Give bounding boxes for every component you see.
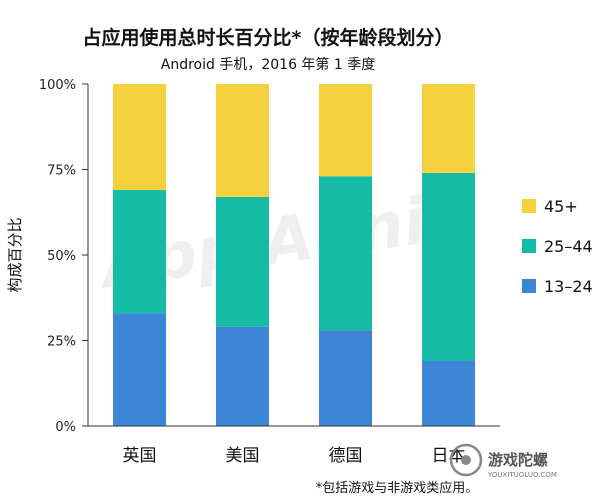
legend: 45+ 25–44 13–24 [522, 197, 593, 296]
brand-name: 游戏陀螺 [488, 451, 548, 469]
y-tick-label: 25% [47, 335, 76, 350]
x-tick-label: 日本 [432, 446, 466, 466]
bar-segment-1-2 [216, 326, 269, 426]
bar-segment-3-3 [319, 84, 372, 177]
legend-swatch [522, 279, 536, 293]
bar-segment-1-4 [422, 361, 475, 426]
bar-segment-1-3 [319, 330, 372, 426]
bar-segment-3-2 [216, 84, 269, 197]
brand-logo: 游戏陀螺 YOUXITUOLUO.COM [449, 443, 557, 479]
x-tick-label: 英国 [123, 446, 157, 466]
y-axis-label: 构成百分比 [6, 217, 24, 292]
chart-title: 占应用使用总时长百分比*（按年龄段划分） [83, 26, 454, 49]
bar-segment-2-1 [113, 190, 166, 314]
x-axis: 英国 美国 德国 日本 [88, 425, 500, 466]
y-axis: 0% 25% 50% 75% 100% [39, 78, 89, 435]
bar-segment-3-1 [113, 84, 166, 191]
bar-segment-2-4 [422, 172, 475, 362]
bars-layer [113, 84, 475, 426]
legend-label: 25–44 [544, 237, 593, 256]
brand-url: YOUXITUOLUO.COM [487, 471, 557, 479]
legend-swatch [522, 199, 536, 213]
y-tick-label: 0% [55, 420, 76, 435]
x-tick-label: 德国 [329, 446, 363, 466]
y-tick-label: 75% [47, 164, 76, 179]
y-tick-label: 50% [47, 249, 76, 264]
brand-logo-icon [449, 443, 483, 477]
bar-segment-2-3 [319, 176, 372, 331]
chart-subtitle: Android 手机，2016 年第 1 季度 [161, 56, 375, 73]
footnote: *包括游戏与非游戏类应用。 [316, 480, 479, 496]
bar-segment-2-2 [216, 196, 269, 327]
bar-segment-1-1 [113, 313, 166, 426]
legend-label: 13–24 [544, 277, 593, 296]
y-tick-label: 100% [39, 78, 76, 93]
brand-logo-dot [461, 455, 471, 465]
legend-label: 45+ [544, 197, 578, 216]
bar-segment-3-4 [422, 84, 475, 173]
legend-swatch [522, 239, 536, 253]
x-tick-label: 美国 [226, 446, 260, 466]
